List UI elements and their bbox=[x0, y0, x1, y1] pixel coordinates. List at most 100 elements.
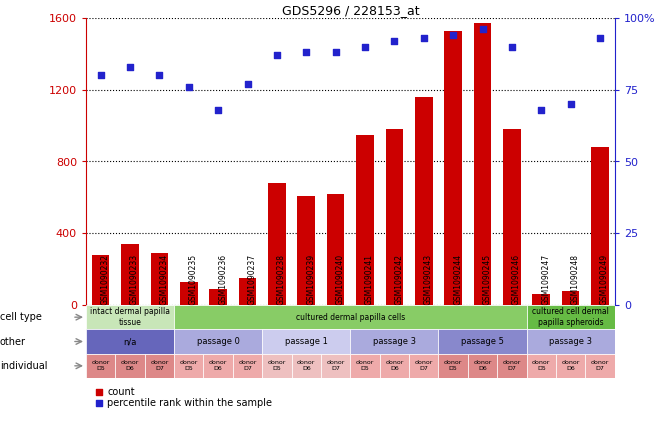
Bar bbox=[415, 97, 432, 305]
Bar bbox=[297, 195, 315, 305]
Text: GSM1090240: GSM1090240 bbox=[336, 254, 344, 305]
Point bbox=[213, 107, 223, 113]
Text: GSM1090238: GSM1090238 bbox=[277, 254, 286, 305]
Text: GSM1090242: GSM1090242 bbox=[395, 254, 403, 305]
Bar bbox=[533, 294, 550, 305]
Bar bbox=[86, 305, 174, 330]
Point bbox=[330, 49, 341, 56]
Text: passage 3: passage 3 bbox=[549, 337, 592, 346]
Bar bbox=[327, 194, 344, 305]
Bar bbox=[562, 291, 580, 305]
Text: donor
D6: donor D6 bbox=[473, 360, 492, 371]
Text: donor
D6: donor D6 bbox=[385, 360, 404, 371]
Point bbox=[272, 52, 282, 59]
Point bbox=[565, 101, 576, 107]
Text: donor
D6: donor D6 bbox=[561, 360, 580, 371]
Text: passage 1: passage 1 bbox=[285, 337, 328, 346]
Bar bbox=[174, 305, 527, 330]
Text: GSM1090236: GSM1090236 bbox=[218, 254, 227, 305]
Bar bbox=[356, 135, 374, 305]
Text: n/a: n/a bbox=[124, 337, 137, 346]
Text: cell type: cell type bbox=[0, 312, 42, 322]
Point bbox=[477, 26, 488, 33]
Bar bbox=[527, 354, 556, 378]
Point bbox=[242, 81, 253, 88]
Bar bbox=[174, 354, 204, 378]
Bar bbox=[527, 305, 615, 330]
Text: donor
D7: donor D7 bbox=[327, 360, 345, 371]
Bar bbox=[497, 354, 527, 378]
Text: GSM1090233: GSM1090233 bbox=[130, 254, 139, 305]
Bar bbox=[409, 354, 438, 378]
Point bbox=[536, 107, 547, 113]
Bar bbox=[438, 330, 527, 354]
Text: GSM1090244: GSM1090244 bbox=[453, 254, 462, 305]
Text: cultured dermal papilla cells: cultured dermal papilla cells bbox=[295, 313, 405, 321]
Text: donor
D5: donor D5 bbox=[532, 360, 551, 371]
Bar bbox=[115, 354, 145, 378]
Text: passage 3: passage 3 bbox=[373, 337, 416, 346]
Text: donor
D7: donor D7 bbox=[503, 360, 521, 371]
Bar bbox=[556, 354, 586, 378]
Text: GSM1090241: GSM1090241 bbox=[365, 254, 374, 305]
Bar bbox=[321, 354, 350, 378]
Text: GSM1090249: GSM1090249 bbox=[600, 254, 609, 305]
Bar bbox=[350, 354, 379, 378]
Text: intact dermal papilla
tissue: intact dermal papilla tissue bbox=[90, 308, 170, 327]
Bar bbox=[444, 30, 462, 305]
Point bbox=[95, 72, 106, 79]
Text: GSM1090232: GSM1090232 bbox=[100, 254, 110, 305]
Text: donor
D5: donor D5 bbox=[268, 360, 286, 371]
Text: donor
D6: donor D6 bbox=[209, 360, 227, 371]
Text: cultured cell dermal
papilla spheroids: cultured cell dermal papilla spheroids bbox=[532, 308, 609, 327]
Bar bbox=[233, 354, 262, 378]
Bar bbox=[379, 354, 409, 378]
Bar bbox=[350, 330, 438, 354]
Text: donor
D7: donor D7 bbox=[239, 360, 256, 371]
Text: donor
D5: donor D5 bbox=[180, 360, 198, 371]
Legend: count, percentile rank within the sample: count, percentile rank within the sample bbox=[91, 383, 276, 412]
Text: GSM1090243: GSM1090243 bbox=[424, 254, 433, 305]
Bar bbox=[527, 330, 615, 354]
Text: other: other bbox=[0, 337, 26, 346]
Bar bbox=[86, 330, 174, 354]
Text: donor
D7: donor D7 bbox=[591, 360, 609, 371]
Bar bbox=[586, 354, 615, 378]
Text: donor
D5: donor D5 bbox=[444, 360, 462, 371]
Text: donor
D5: donor D5 bbox=[91, 360, 110, 371]
Text: GSM1090235: GSM1090235 bbox=[189, 254, 198, 305]
Bar bbox=[385, 129, 403, 305]
Bar bbox=[145, 354, 174, 378]
Title: GDS5296 / 228153_at: GDS5296 / 228153_at bbox=[282, 4, 419, 17]
Bar bbox=[86, 354, 115, 378]
Bar bbox=[151, 253, 168, 305]
Bar bbox=[262, 354, 292, 378]
Point bbox=[448, 32, 459, 38]
Text: GSM1090234: GSM1090234 bbox=[159, 254, 169, 305]
Text: GSM1090248: GSM1090248 bbox=[570, 254, 580, 305]
Point bbox=[301, 49, 311, 56]
Text: GSM1090247: GSM1090247 bbox=[541, 254, 551, 305]
Text: GSM1090246: GSM1090246 bbox=[512, 254, 521, 305]
Text: GSM1090237: GSM1090237 bbox=[247, 254, 256, 305]
Bar bbox=[292, 354, 321, 378]
Text: donor
D7: donor D7 bbox=[150, 360, 169, 371]
Bar bbox=[92, 255, 110, 305]
Point bbox=[506, 43, 517, 50]
Text: passage 0: passage 0 bbox=[197, 337, 239, 346]
Point bbox=[360, 43, 370, 50]
Bar bbox=[474, 23, 491, 305]
Bar bbox=[591, 147, 609, 305]
Bar bbox=[174, 330, 262, 354]
Text: passage 5: passage 5 bbox=[461, 337, 504, 346]
Point bbox=[389, 38, 400, 44]
Bar bbox=[210, 289, 227, 305]
Text: donor
D7: donor D7 bbox=[414, 360, 433, 371]
Bar bbox=[468, 354, 497, 378]
Point bbox=[154, 72, 165, 79]
Bar bbox=[121, 244, 139, 305]
Text: donor
D6: donor D6 bbox=[121, 360, 139, 371]
Text: donor
D5: donor D5 bbox=[356, 360, 374, 371]
Bar bbox=[180, 282, 198, 305]
Text: GSM1090245: GSM1090245 bbox=[483, 254, 492, 305]
